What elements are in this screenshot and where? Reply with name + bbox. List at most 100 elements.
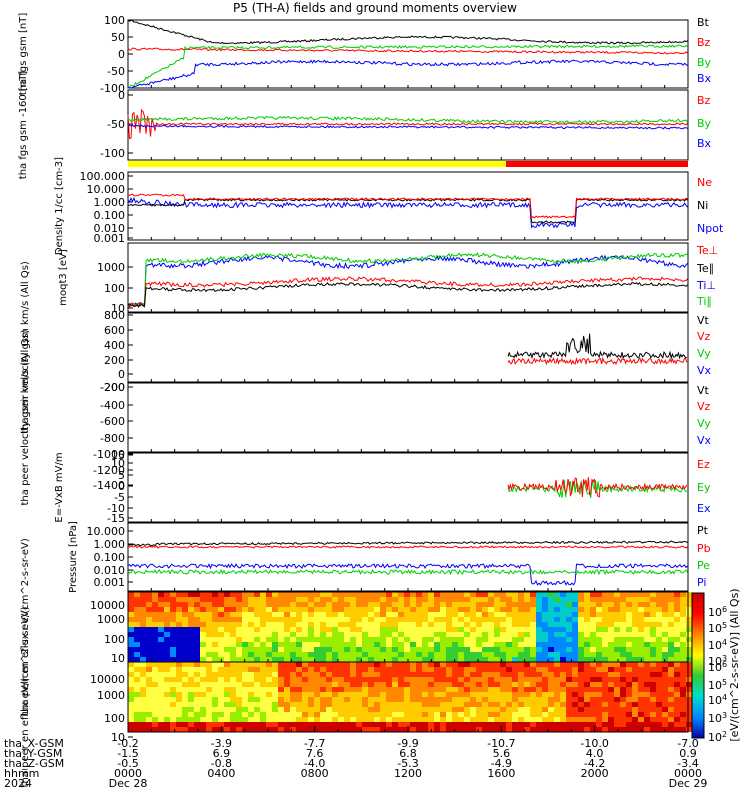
peer-spectrogram-cell [356,707,362,712]
peir-spectrogram-cell [494,612,500,617]
peir-spectrogram-cell [284,627,290,632]
peer-spectrogram-cell [542,722,548,727]
peir-spectrogram-cell [332,627,338,632]
peir-spectrogram-cell [488,592,494,597]
peer-spectrogram-cell [566,727,572,732]
peir-spectrogram-cell [410,642,416,647]
peir-spectrogram-cell [530,607,536,612]
peer-spectrogram-cell [530,722,536,727]
peer-spectrogram-cell [428,662,434,667]
peer-spectrogram-cell [482,717,488,722]
peer-spectrogram-cell [482,687,488,692]
peer-spectrogram-cell [596,717,602,722]
peir-spectrogram-cell [446,637,452,642]
peir-spectrogram-cell [554,642,560,647]
peer-spectrogram-cell [650,727,656,732]
peer-spectrogram-cell [134,682,140,687]
peir-spectrogram-cell [578,632,584,637]
peir-spectrogram-cell [668,622,674,627]
peer-spectrogram-cell [230,677,236,682]
peer-spectrogram-cell [398,712,404,717]
peer-spectrogram-cell [140,722,146,727]
peer-spectrogram-cell [464,727,470,732]
peir-spectrogram-cell [662,627,668,632]
y-tick-label: -15 [107,512,125,525]
peir-spectrogram-cell [500,607,506,612]
peir-spectrogram-cell [140,602,146,607]
peir-spectrogram-cell [674,652,680,657]
peir-spectrogram-cell [248,602,254,607]
peer-spectrogram-cell [596,692,602,697]
peer-spectrogram-cell [614,687,620,692]
peir-spectrogram-cell [266,642,272,647]
x-tick-label: -10.0 [580,737,608,750]
peer-spectrogram-cell [344,677,350,682]
peir-spectrogram-cell [320,612,326,617]
peir-spectrogram-cell [356,597,362,602]
peir-spectrogram-cell [518,642,524,647]
peir-spectrogram-cell [404,602,410,607]
peer-spectrogram-cell [458,727,464,732]
peer-spectrogram-cell [590,682,596,687]
peir-spectrogram-cell [584,627,590,632]
peir-spectrogram-cell [260,632,266,637]
peir-spectrogram-cell [278,627,284,632]
peir-spectrogram-cell [218,652,224,657]
peir-spectrogram-cell [368,632,374,637]
peir-spectrogram-cell [380,597,386,602]
peer-spectrogram-cell [560,672,566,677]
peir-spectrogram-cell [194,612,200,617]
peir-spectrogram-cell [644,657,650,662]
peir-spectrogram-cell [536,657,542,662]
peer-spectrogram-cell [518,712,524,717]
peer-spectrogram-cell [398,667,404,672]
peir-spectrogram-cell [182,602,188,607]
peer-spectrogram-cell [356,697,362,702]
peer-spectrogram-cell [296,687,302,692]
peer-spectrogram-cell [380,707,386,712]
peer-spectrogram-cell [200,682,206,687]
peer-spectrogram-cell [488,722,494,727]
peir-spectrogram-cell [476,642,482,647]
peir-spectrogram-cell [650,657,656,662]
peer-spectrogram-cell [176,662,182,667]
peir-spectrogram-cell [566,652,572,657]
peer-spectrogram-cell [356,717,362,722]
peir-spectrogram-cell [170,637,176,642]
peer-spectrogram-cell [188,697,194,702]
peir-spectrogram-cell [452,647,458,652]
peer-spectrogram-cell [596,687,602,692]
peer-spectrogram-cell [566,667,572,672]
peer-spectrogram-cell [530,682,536,687]
peir-spectrogram-cell [188,607,194,612]
peer-spectrogram-cell [536,692,542,697]
peer-spectrogram-cell [356,722,362,727]
peer-spectrogram-cell [470,677,476,682]
peir-spectrogram-cell [530,617,536,622]
peer-spectrogram-cell [470,672,476,677]
peir-spectrogram-cell [338,617,344,622]
peir-spectrogram-cell [254,622,260,627]
peer-spectrogram-cell [422,722,428,727]
peer-spectrogram-cell [536,662,542,667]
peir-spectrogram-cell [194,647,200,652]
peir-spectrogram-cell [488,622,494,627]
peir-spectrogram-cell [686,627,692,632]
peir-spectrogram-cell [662,637,668,642]
peer-spectrogram-cell [284,712,290,717]
peir-spectrogram-cell [182,617,188,622]
peir-spectrogram-cell [674,632,680,637]
peir-spectrogram-cell [332,657,338,662]
peer-spectrogram-cell [146,682,152,687]
peer-spectrogram-cell [140,667,146,672]
peer-spectrogram-cell [662,722,668,727]
peer-spectrogram-cell [254,702,260,707]
peir-spectrogram-cell [368,617,374,622]
y-axis-label: tha peir velocity gsm km/s (All Qs) [20,261,31,434]
peer-spectrogram-cell [254,722,260,727]
peer-spectrogram-cell [452,702,458,707]
peer-spectrogram-cell [524,682,530,687]
peir-spectrogram-cell [620,642,626,647]
peer-spectrogram-cell [302,667,308,672]
peir-spectrogram-cell [308,627,314,632]
